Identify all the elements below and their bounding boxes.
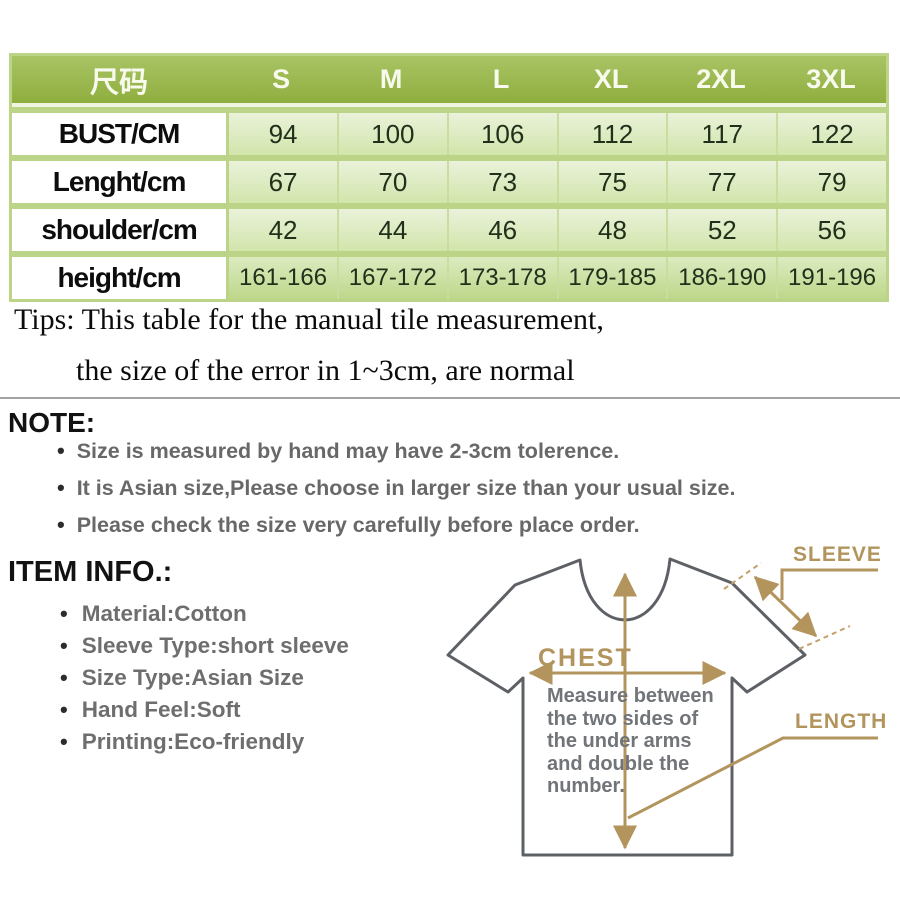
table-cell: 106 <box>446 113 557 155</box>
table-cell: 173-178 <box>446 257 557 299</box>
table-cell: 42 <box>229 209 337 251</box>
note-item: Please check the size very carefully bef… <box>57 512 736 538</box>
table-cell: 79 <box>776 161 886 203</box>
table-row-height: height/cm 161-166 167-172 173-178 179-18… <box>12 257 886 299</box>
header-cell-2xl: 2XL <box>696 64 746 94</box>
length-leader-line <box>627 736 878 820</box>
table-row-bust: BUST/CM 94 100 106 112 117 122 <box>12 113 886 155</box>
note-item: It is Asian size,Please choose in larger… <box>57 475 736 501</box>
note-list: Size is measured by hand may have 2-3cm … <box>57 438 736 549</box>
header-cell-s: S <box>272 64 291 94</box>
table-cell: 94 <box>229 113 337 155</box>
table-row-shoulder: shoulder/cm 42 44 46 48 52 56 <box>12 209 886 251</box>
table-cell: 46 <box>446 209 557 251</box>
sleeve-leader-line <box>780 568 878 600</box>
section-divider <box>0 397 900 399</box>
note-heading: NOTE: <box>8 407 96 438</box>
size-table: 尺码 S M L XL 2XL 3XL BUST/CM 94 100 106 1… <box>9 53 889 302</box>
table-cell: 75 <box>556 161 667 203</box>
tips-line-1: Tips: This table for the manual tile mea… <box>14 303 604 336</box>
sleeve-label: SLEEVE <box>793 543 882 566</box>
header-cell-xl: XL <box>593 64 629 94</box>
row-label: BUST/CM <box>12 113 227 155</box>
table-cell: 70 <box>336 161 447 203</box>
sleeve-dash-top <box>723 562 762 590</box>
table-cell: 191-196 <box>776 257 886 299</box>
item-info-item: Size Type:Asian Size <box>60 665 349 691</box>
item-info-heading: ITEM INFO.: <box>8 556 173 588</box>
item-info-item: Hand Feel:Soft <box>60 697 349 723</box>
table-cell: 161-166 <box>229 257 337 299</box>
table-cell: 100 <box>336 113 447 155</box>
size-diagram: SLEEVE CHEST LENGTH Measure between the … <box>430 530 900 880</box>
item-info-item: Printing:Eco-friendly <box>60 729 349 755</box>
size-diagram-svg: SLEEVE CHEST LENGTH <box>446 543 887 857</box>
length-label: LENGTH <box>795 710 887 733</box>
table-cell: 48 <box>556 209 667 251</box>
table-row-length: Lenght/cm 67 70 73 75 77 79 <box>12 161 886 203</box>
table-cell: 117 <box>666 113 777 155</box>
sleeve-arrow <box>753 575 818 638</box>
table-cell: 186-190 <box>666 257 777 299</box>
table-cell: 67 <box>229 161 337 203</box>
row-label: shoulder/cm <box>12 209 227 251</box>
sleeve-dash-bottom <box>798 625 851 650</box>
chest-label: CHEST <box>538 644 633 672</box>
tips-line-2: the size of the error in 1~3cm, are norm… <box>76 354 575 387</box>
header-cell-size: 尺码 <box>90 66 149 99</box>
header-cell-m: M <box>379 64 403 94</box>
measure-note: Measure between the two sides of the und… <box>547 685 714 797</box>
tips-text: Tips: This table for the manual tile mea… <box>0 303 900 388</box>
row-label: height/cm <box>12 257 227 299</box>
table-cell: 77 <box>666 161 777 203</box>
item-info-item: Material:Cotton <box>60 601 349 627</box>
table-cell: 56 <box>776 209 886 251</box>
item-info-item: Sleeve Type:short sleeve <box>60 633 349 659</box>
table-cell: 179-185 <box>556 257 667 299</box>
table-cell: 122 <box>776 113 886 155</box>
table-cell: 52 <box>666 209 777 251</box>
size-table-header-row: 尺码 S M L XL 2XL 3XL <box>12 56 886 107</box>
header-cell-3xl: 3XL <box>806 64 856 94</box>
header-cell-l: L <box>492 64 510 94</box>
table-cell: 167-172 <box>336 257 447 299</box>
table-cell: 112 <box>556 113 667 155</box>
row-label: Lenght/cm <box>12 161 227 203</box>
item-info-list: Material:Cotton Sleeve Type:short sleeve… <box>60 601 349 761</box>
note-item: Size is measured by hand may have 2-3cm … <box>57 438 736 464</box>
table-cell: 73 <box>446 161 557 203</box>
table-cell: 44 <box>336 209 447 251</box>
